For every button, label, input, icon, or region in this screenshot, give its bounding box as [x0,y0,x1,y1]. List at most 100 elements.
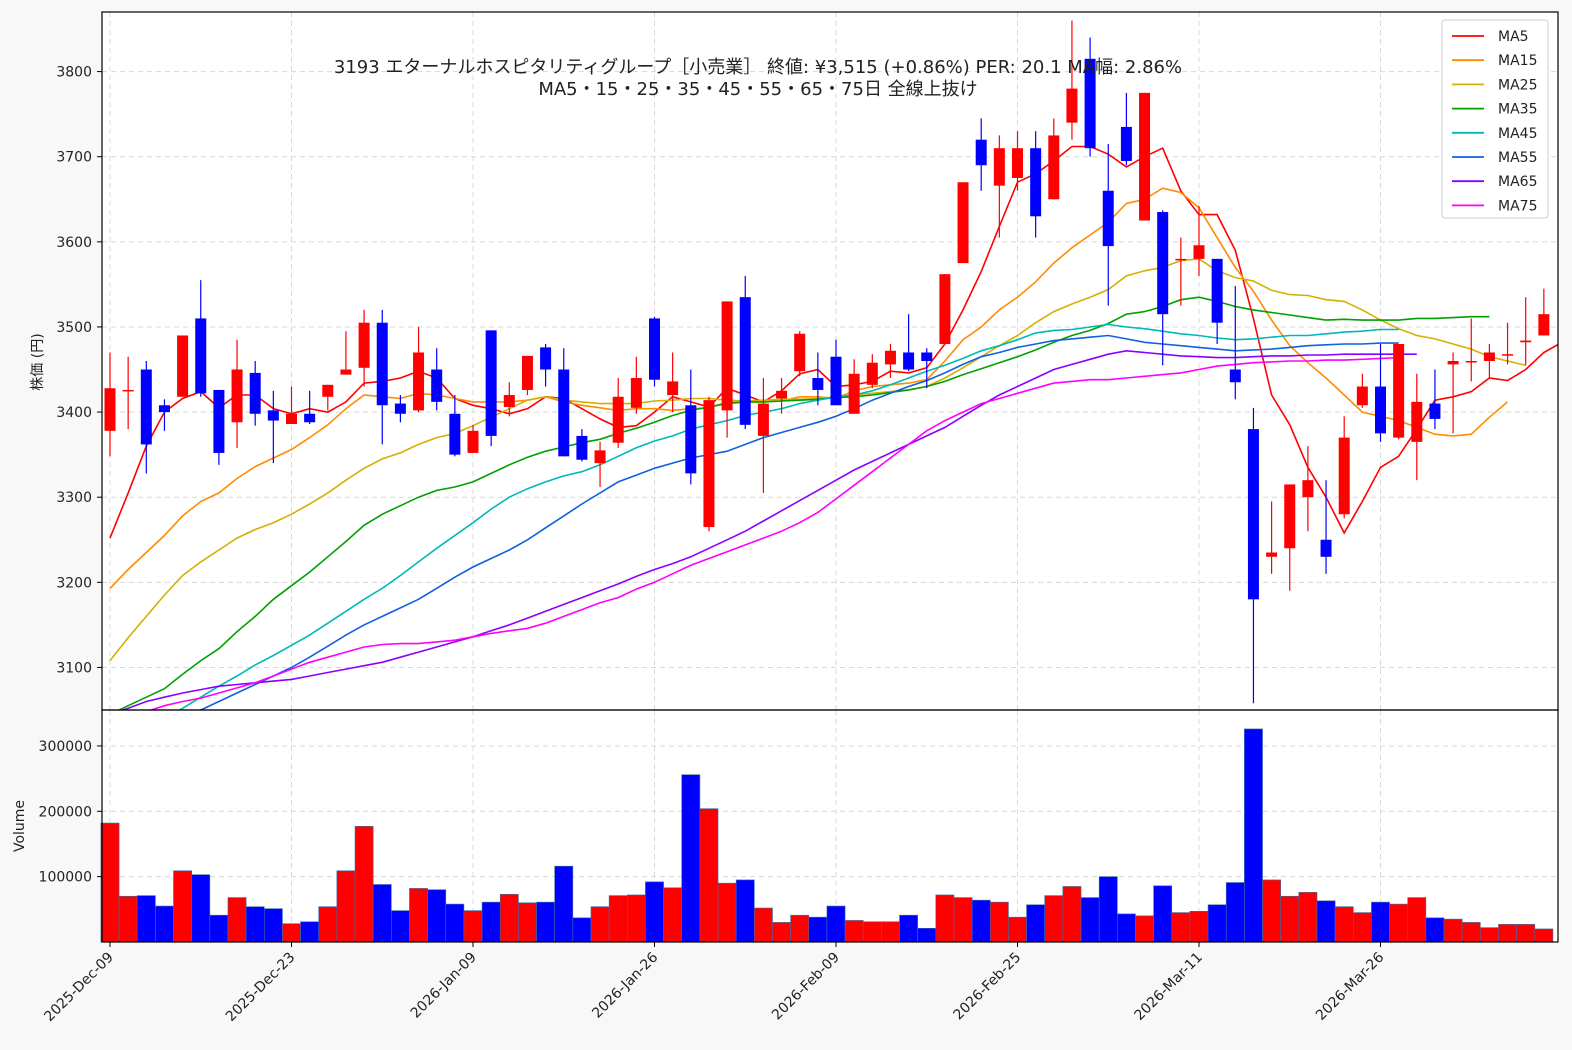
legend: MA5 MA15 MA25 MA35 MA45 MA55 MA65 MA75 [1441,19,1549,219]
candlesticks [104,20,1550,704]
candle-up [703,396,715,532]
volume-bar [409,888,428,943]
candle-body [649,318,660,380]
volume-bar [826,905,846,943]
candle-up [594,441,606,487]
candle-up [1465,318,1477,382]
volume-bar [881,921,900,943]
volume-bar [1280,895,1300,943]
volume-bar [427,889,447,943]
candle-body [866,362,878,385]
candle-body [1538,314,1550,336]
candle-up [884,343,896,379]
volume-bar [1389,903,1409,943]
candle-down [649,316,660,387]
candle-body [1193,245,1205,259]
candle-body [1247,429,1259,600]
volume-bar [518,902,537,943]
volume-bar [1316,900,1336,943]
candle-body [1320,539,1332,557]
candle-body [286,413,297,424]
volume-bar [173,870,192,943]
candle-body [939,274,951,344]
volume-bar [100,822,120,943]
candle-up [1502,322,1514,365]
candle-up [612,378,624,448]
legend-label-ma35: MA35 [1498,102,1537,118]
candle-body [449,413,461,455]
candle-up [848,359,860,414]
volume-bar [136,895,156,943]
candle-body [884,350,896,365]
candle-down [576,429,588,462]
candle-down [304,390,316,424]
price-tick-label: 3300 [56,490,92,506]
candle-body [1483,352,1495,361]
candle-down [376,309,388,445]
volume-bar [735,879,755,943]
candle-body [104,388,116,431]
ma-line-ma65 [120,349,1417,710]
candle-up [1411,373,1423,481]
candle-up [122,356,134,430]
legend-label-ma25: MA25 [1498,77,1537,93]
volume-y-tick-labels: 100000 200000 300000 [39,739,102,886]
candle-down [449,395,461,457]
candle-up [322,384,334,411]
candle-down [1229,286,1241,400]
candle-down [1320,480,1332,574]
volume-bar [481,901,501,943]
price-tick-label: 3700 [56,150,92,166]
candle-body [1157,212,1169,315]
candle-up [1393,343,1405,440]
candle-body [1375,386,1386,434]
volume-bar [1171,912,1191,943]
volume-bar [536,901,555,943]
candle-body [794,333,806,372]
candle-up [231,339,243,448]
candle-down [485,330,497,447]
candle-body [1338,437,1350,515]
price-tick-label: 3800 [56,65,92,81]
ma-line-ma55 [198,334,1399,710]
candle-body [1302,480,1314,498]
volume-bar [1225,882,1245,943]
volume-bar [953,897,973,943]
candle-body [757,403,769,436]
candle-body [521,355,533,390]
volume-tick-label: 200000 [39,804,92,820]
volume-bar [354,826,374,943]
candle-body [1211,258,1223,323]
legend-label-ma45: MA45 [1498,126,1537,142]
volume-bar [899,914,918,943]
candle-up [340,331,352,375]
volume-bar [935,894,955,943]
volume-bar [1153,885,1173,943]
volume-bar [336,870,356,943]
price-tick-label: 3400 [56,405,92,421]
candle-body [1048,135,1060,200]
candle-down [431,348,443,411]
volume-bar [844,920,864,943]
volume-bar [1425,917,1445,943]
volume-bar [1534,928,1554,943]
candle-body [703,400,715,527]
candle-body [1356,386,1368,406]
price-panel-bg [102,12,1558,710]
candle-body [158,405,170,413]
volume-bar [608,895,628,943]
volume-y-axis-title: Volume [12,800,28,852]
volume-bar [1080,897,1100,943]
candle-down [158,399,170,431]
candle-down [685,369,697,485]
candle-down [903,314,915,372]
candle-body [1012,148,1023,178]
volume-panel-border [101,709,1559,943]
volume-bar [1371,901,1390,943]
legend-label-ma75: MA75 [1498,198,1537,214]
volume-bar [300,921,320,943]
volume-bar [499,893,519,943]
candle-body [975,139,987,166]
candle-up [1066,20,1078,140]
